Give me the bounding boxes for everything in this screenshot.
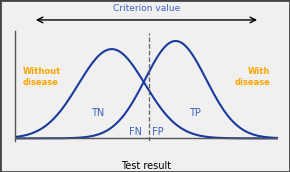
Text: FP: FP bbox=[152, 127, 163, 137]
Text: Without
disease: Without disease bbox=[22, 67, 61, 87]
Text: TP: TP bbox=[189, 108, 201, 118]
Text: Criterion value: Criterion value bbox=[113, 4, 180, 13]
Text: With
disease: With disease bbox=[235, 67, 271, 87]
Text: TN: TN bbox=[91, 108, 104, 118]
Text: Test result: Test result bbox=[122, 161, 171, 171]
Text: FN: FN bbox=[129, 127, 142, 137]
